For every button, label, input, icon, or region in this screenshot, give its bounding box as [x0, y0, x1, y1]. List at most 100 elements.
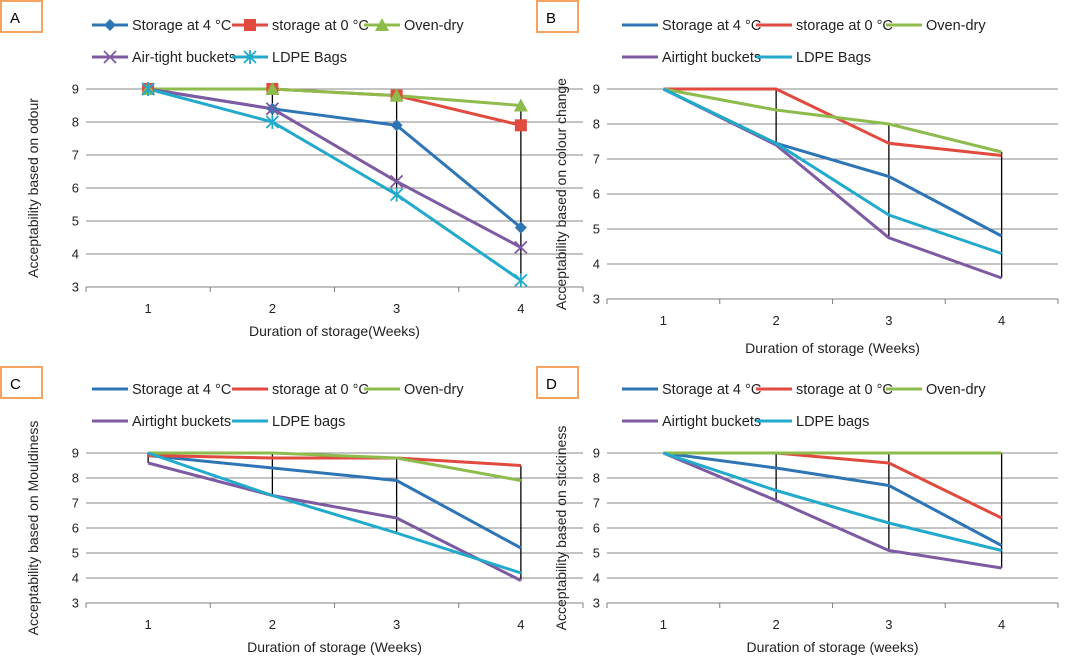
- series-line-4: [147, 451, 522, 575]
- panel-label-box: [536, 366, 579, 399]
- legend-item: Airtight buckets: [622, 50, 761, 66]
- legend-item: Oven-dry: [886, 18, 986, 34]
- y-tick-label: 5: [72, 546, 79, 561]
- legend-item: storage at 0 °C: [756, 382, 893, 398]
- data-point: [514, 119, 527, 132]
- legend-label: Oven-dry: [926, 382, 986, 398]
- chart-panel-b: B 3 4 5 6 7 8 9 1 2 3 4 Duration of storage (Weeks) A…: [536, 0, 1059, 356]
- data-point: [390, 119, 403, 132]
- legend-marker: [103, 50, 117, 64]
- legend-item: Storage at 4 °C: [92, 382, 231, 398]
- panel-label: B: [546, 10, 556, 27]
- x-tick-label: 4: [517, 617, 524, 632]
- y-tick-label: 6: [72, 181, 79, 196]
- y-tick-label: 3: [72, 280, 79, 295]
- legend-item: Oven-dry: [886, 382, 986, 398]
- x-tick-label: 3: [885, 313, 892, 328]
- y-tick-label: 7: [72, 496, 79, 511]
- data-point: [141, 82, 155, 96]
- legend-label: Oven-dry: [404, 18, 464, 34]
- y-tick-label: 5: [72, 214, 79, 229]
- legend-item: Storage at 4 °C: [92, 18, 231, 34]
- x-tick-label: 4: [998, 617, 1005, 632]
- legend-label: LDPE Bags: [272, 50, 347, 66]
- y-axis-title: Acceptability based on colour change: [553, 78, 569, 310]
- legend-label: storage at 0 °C: [272, 18, 369, 34]
- data-point: [265, 102, 280, 116]
- series-line-3: [662, 451, 1002, 570]
- legend-marker: [244, 19, 256, 31]
- legend-label: Airtight buckets: [662, 50, 761, 66]
- y-axis-title: Acceptability based on Mouldiness: [25, 421, 41, 636]
- x-axis-title: Duration of storage (weeks): [747, 639, 919, 655]
- series-line-2: [663, 87, 1002, 154]
- legend-label: Oven-dry: [926, 18, 986, 34]
- y-tick-label: 6: [72, 521, 79, 536]
- panel-label: D: [546, 376, 557, 393]
- y-tick-label: 6: [593, 521, 600, 536]
- data-point: [265, 82, 280, 95]
- series-line-3: [147, 87, 522, 249]
- data-point: [389, 187, 404, 202]
- legend-label: LDPE Bags: [796, 50, 871, 66]
- legend-label: storage at 0 °C: [796, 382, 893, 398]
- y-tick-label: 9: [593, 82, 600, 97]
- x-tick-label: 1: [660, 617, 667, 632]
- y-tick-label: 8: [72, 471, 79, 486]
- y-tick-label: 8: [593, 471, 600, 486]
- y-tick-label: 3: [593, 596, 600, 611]
- legend-item: Airtight buckets: [92, 414, 231, 430]
- legend-label: LDPE bags: [796, 414, 869, 430]
- panel-label-box: [536, 0, 579, 33]
- series-line-2: [148, 87, 522, 107]
- legend-item: Air-tight buckets: [92, 50, 236, 66]
- legend-item: Oven-dry: [364, 382, 464, 398]
- y-tick-label: 3: [72, 596, 79, 611]
- legend-item: Storage at 4 °C: [622, 382, 761, 398]
- y-tick-label: 7: [593, 152, 600, 167]
- legend-label: Storage at 4 °C: [662, 18, 761, 34]
- y-tick-label: 8: [72, 115, 79, 130]
- panel-label: A: [10, 10, 20, 27]
- legend-item: Airtight buckets: [622, 414, 761, 430]
- legend-label: storage at 0 °C: [272, 382, 369, 398]
- legend-item: Oven-dry: [364, 18, 464, 34]
- data-point: [513, 98, 528, 112]
- legend-label: Air-tight buckets: [132, 50, 236, 66]
- data-point: [265, 115, 280, 129]
- x-tick-label: 3: [393, 617, 400, 632]
- x-tick-label: 1: [145, 617, 152, 632]
- y-tick-label: 9: [72, 82, 79, 97]
- legend-item: Storage at 4 °C: [622, 18, 761, 34]
- data-point: [389, 88, 404, 102]
- x-axis-title: Duration of storage(Weeks): [249, 323, 420, 339]
- y-tick-label: 4: [593, 571, 600, 586]
- data-point: [514, 240, 528, 255]
- data-point: [514, 273, 528, 288]
- y-tick-label: 6: [593, 187, 600, 202]
- series-line-0: [147, 454, 522, 550]
- y-tick-label: 8: [593, 117, 600, 132]
- legend-item: storage at 0 °C: [232, 382, 369, 398]
- legend-item: LDPE Bags: [756, 50, 871, 66]
- legend-marker: [104, 19, 116, 31]
- y-tick-label: 3: [593, 292, 600, 307]
- legend-label: storage at 0 °C: [796, 18, 893, 34]
- series-line-2: [148, 451, 522, 482]
- legend-label: Oven-dry: [404, 382, 464, 398]
- legend-item: storage at 0 °C: [756, 18, 893, 34]
- legend-label: Airtight buckets: [132, 414, 231, 430]
- x-tick-label: 4: [517, 301, 524, 316]
- series-line-1: [148, 87, 522, 127]
- y-axis-title: Acceptability based on odour: [25, 98, 41, 278]
- x-tick-label: 3: [393, 301, 400, 316]
- x-tick-label: 1: [660, 313, 667, 328]
- panel-label-box: [0, 0, 43, 33]
- series-line-4: [147, 87, 522, 282]
- legend-item: LDPE bags: [232, 414, 345, 430]
- data-point: [514, 221, 527, 234]
- y-axis-title: Acceptability based on stickiness: [553, 426, 569, 631]
- series-line-3: [147, 461, 522, 582]
- y-tick-label: 9: [593, 446, 600, 461]
- panel-label-box: [0, 366, 43, 399]
